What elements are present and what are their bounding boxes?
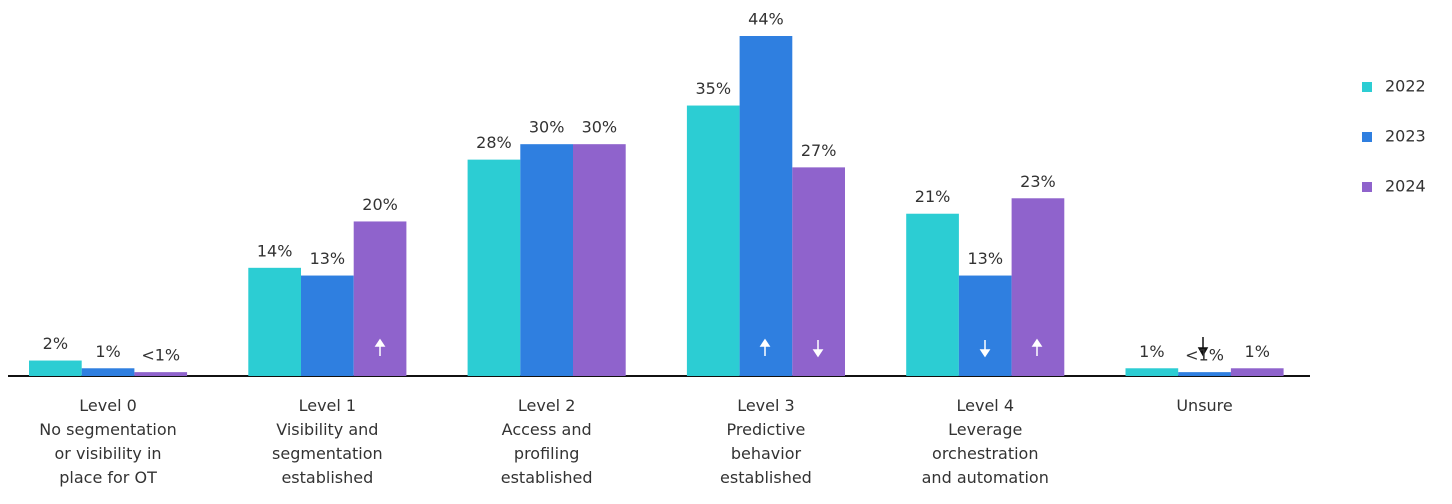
value-label: 1% [1245,342,1270,361]
x-tick-label-line: Predictive [727,420,806,439]
x-tick-label-line: segmentation [272,444,383,463]
x-tick-label-line: established [501,468,593,487]
x-tick-label: Level 0 No segmentation or visibility in pl… [39,396,176,487]
bar [1230,368,1284,376]
bar [520,144,573,376]
x-tick-label-line: behavior [731,444,802,463]
x-tick-label: Unsure [1176,396,1232,415]
legend-label: 2022 [1385,77,1426,96]
x-tick-label-line: and automation [922,468,1049,487]
x-tick-label-line: or visibility in [55,444,162,463]
value-label: 13% [967,249,1003,268]
x-tick-label: Level 2 Access and profiling established [501,396,593,487]
x-tick-label-line: Level 3 [737,396,795,415]
legend-label: 2023 [1385,127,1426,146]
x-tick-label: Level 3 Predictive behavior established [720,396,812,487]
value-label: 2% [43,334,68,353]
bar [958,275,1012,376]
x-tick-label-line: orchestration [932,444,1038,463]
x-tick-label-line: Unsure [1176,396,1232,415]
value-label: 1% [1139,342,1164,361]
value-label: 35% [695,79,731,98]
bar [686,105,740,376]
bar [906,213,959,376]
value-label: 44% [748,10,784,29]
bars [29,36,1284,376]
x-tick-label: Level 1 Visibility and segmentation establi… [272,396,383,487]
bar [248,267,301,376]
change-arrows [374,338,1043,358]
legend-swatch [1362,182,1372,192]
x-tick-label-line: Visibility and [276,420,378,439]
value-label: 13% [310,249,346,268]
arrow-down [1197,337,1209,357]
bar [1178,372,1231,376]
value-label: 21% [915,187,951,206]
bar [1011,198,1065,376]
x-tick-label-line: Leverage [948,420,1022,439]
value-label: 23% [1020,172,1056,191]
arrow-down [812,340,824,358]
bar [467,159,521,376]
value-label: 14% [257,241,293,260]
bar [29,360,82,376]
bar [573,144,626,376]
value-label: 28% [476,133,512,152]
x-tick-label-line: established [720,468,812,487]
bar [81,368,135,376]
value-label: <1% [1185,346,1224,365]
x-tick-label-line: Level 4 [957,396,1015,415]
legend-label: 2024 [1385,177,1426,196]
x-tick-label-line: Level 0 [79,396,137,415]
value-label: 20% [362,195,398,214]
x-tick-label-line: established [281,468,373,487]
value-label: 30% [529,118,565,137]
legend-swatch [1362,82,1372,92]
bar [301,275,354,376]
arrow-down [979,340,991,358]
value-label: 27% [801,141,837,160]
arrow-up [374,338,386,356]
x-tick-label-line: place for OT [59,468,157,487]
x-tick-label-line: Level 1 [299,396,357,415]
arrow-up [1031,338,1043,356]
value-label: 30% [582,118,618,137]
x-tick-label-line: profiling [514,444,579,463]
value-label: <1% [141,346,180,365]
bar [1125,368,1179,376]
bar [739,36,793,376]
x-tick-label-line: Level 2 [518,396,576,415]
legend-swatch [1362,132,1372,142]
x-tick-label-line: No segmentation [39,420,176,439]
value-label: 1% [95,342,120,361]
bar [134,372,188,376]
x-tick-label: Level 4 Leverage orchestration and automati… [922,396,1049,487]
x-tick-label-line: Access and [502,420,592,439]
arrow-up [759,338,771,356]
